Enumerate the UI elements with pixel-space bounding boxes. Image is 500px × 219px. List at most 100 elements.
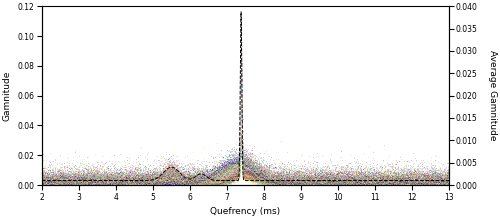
Point (80, 180, 88, 184)
Point (149, 175, 157, 178)
Point (152, 180, 160, 184)
Point (154, 175, 162, 178)
Point (420, 178, 428, 182)
Point (245, 169, 253, 173)
Point (230, 173, 237, 176)
Point (86, 182, 94, 185)
Point (156, 166, 164, 169)
Point (384, 176, 392, 179)
Point (291, 180, 299, 184)
Point (360, 182, 368, 185)
Point (384, 182, 392, 185)
Point (277, 182, 285, 186)
Point (148, 180, 156, 184)
Point (55, 180, 63, 184)
Point (144, 173, 152, 177)
Point (191, 183, 199, 186)
Point (357, 170, 365, 174)
Point (38, 177, 46, 180)
Point (330, 174, 338, 178)
Point (108, 182, 116, 185)
Point (367, 178, 375, 182)
Point (116, 180, 124, 184)
Point (219, 179, 227, 182)
Point (159, 176, 167, 180)
Point (370, 182, 378, 186)
Point (311, 181, 319, 184)
Point (318, 182, 326, 186)
Point (250, 175, 258, 179)
Point (353, 183, 361, 186)
Point (383, 180, 391, 184)
Point (176, 178, 184, 182)
Point (48, 182, 56, 186)
Point (194, 167, 202, 171)
Point (299, 180, 307, 184)
Point (234, 157, 242, 161)
Point (108, 181, 116, 184)
Point (408, 181, 416, 184)
Point (416, 172, 424, 176)
Point (81, 172, 89, 175)
Point (210, 177, 218, 181)
Point (314, 182, 322, 185)
Point (328, 180, 336, 184)
Point (179, 180, 187, 184)
Point (76, 178, 84, 181)
Point (394, 181, 402, 185)
Point (78, 161, 86, 165)
Point (416, 183, 424, 186)
Point (158, 179, 166, 183)
Point (151, 175, 159, 179)
Point (112, 177, 120, 180)
Point (121, 177, 129, 180)
Point (144, 182, 152, 185)
Point (136, 180, 144, 183)
Point (85, 183, 93, 187)
Point (444, 180, 452, 184)
Point (112, 175, 120, 178)
Point (111, 168, 119, 172)
Point (302, 181, 310, 185)
Point (399, 181, 407, 185)
Point (196, 180, 204, 183)
Point (317, 180, 325, 184)
Point (203, 169, 211, 173)
Point (158, 181, 166, 185)
Point (178, 181, 186, 184)
Point (108, 181, 116, 185)
Point (66, 182, 74, 185)
Point (361, 180, 369, 184)
Point (297, 179, 305, 183)
Point (149, 176, 157, 180)
Point (304, 183, 312, 186)
Point (217, 169, 225, 173)
Point (426, 183, 434, 187)
Point (332, 183, 340, 186)
Point (428, 183, 436, 186)
Point (326, 175, 334, 178)
Point (92, 182, 100, 186)
Point (282, 180, 290, 184)
Point (385, 183, 393, 187)
Point (210, 181, 218, 184)
Point (344, 182, 351, 185)
Point (339, 182, 347, 185)
Point (176, 171, 184, 175)
Point (437, 183, 445, 186)
Point (391, 181, 399, 185)
Point (166, 176, 173, 180)
Point (196, 181, 204, 185)
Point (242, 160, 250, 163)
Point (174, 175, 182, 178)
Point (144, 177, 152, 181)
Point (40, 181, 48, 185)
Point (87, 179, 95, 183)
Point (320, 182, 328, 186)
Point (368, 182, 376, 186)
Point (162, 173, 170, 177)
Point (318, 180, 326, 184)
Point (322, 176, 330, 179)
Point (363, 183, 371, 186)
Point (431, 180, 439, 184)
